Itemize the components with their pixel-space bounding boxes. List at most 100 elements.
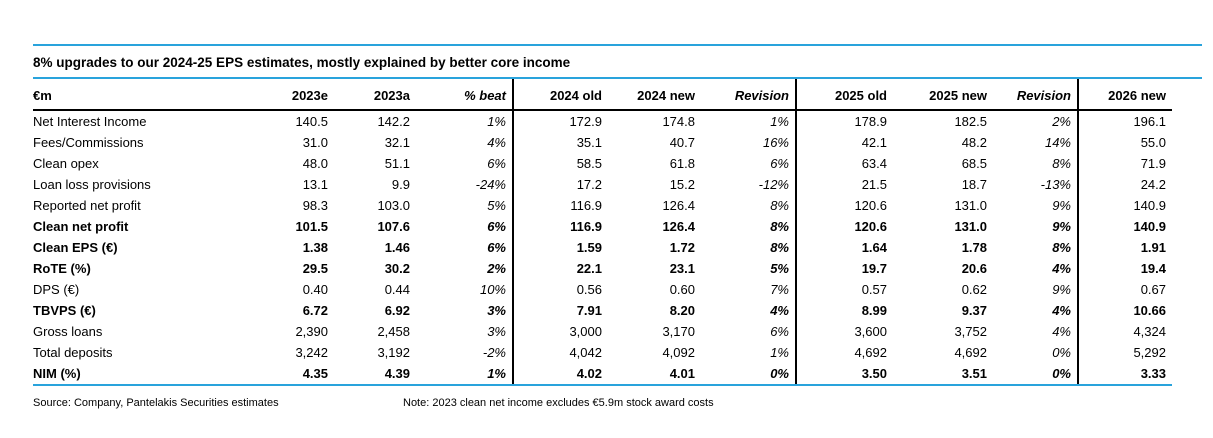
cell-value: 3,600 [795,321,893,342]
cell-value: 20.6 [961,261,987,276]
table-row: Total deposits 3,242 3,192 -2% 4,042 4,092 1% 4… [33,342,1172,363]
table-row: Loan loss provisions 13.1 9.9 -24% 17.2 15.2 -… [33,174,1172,195]
cell-value: 0.40 [302,282,328,297]
column-header: Revision [701,79,796,111]
cell-value: 4,692 [795,342,893,363]
cell-value: 2,390 [295,324,328,339]
cell-value: 68.5 [961,156,987,171]
cell-value: 8% [770,240,789,255]
cell-value: 4,092 [662,345,695,360]
footnotes: Source: Company, Pantelakis Securities e… [33,397,1202,413]
cell-value: 3,192 [377,345,410,360]
row-label: RoTE (%) [33,261,91,276]
cell-value: 8% [770,219,789,234]
cell-value: 3.51 [961,366,987,381]
table-row: Clean EPS (€) 1.38 1.46 6% 1.59 1.72 8% 1.64 1.7… [33,237,1172,258]
cell-value: 126.4 [662,219,695,234]
cell-value: 0% [1052,345,1071,360]
table-row: Clean net profit 101.5 107.6 6% 116.9 126.4 8%… [33,216,1172,237]
table-bottom-rule [33,384,1172,386]
cell-value: 0.67 [1077,279,1172,300]
cell-value: 40.7 [669,135,695,150]
cell-value: 29.5 [302,261,328,276]
cell-value: 116.9 [512,195,608,216]
column-header: 2023a [334,79,416,111]
table-title-band: 8% upgrades to our 2024-25 EPS estimates… [33,44,1202,79]
cell-value: 32.1 [384,135,410,150]
row-label: Clean EPS (€) [33,240,118,255]
cell-value: 1.72 [669,240,695,255]
cell-value: 182.5 [954,114,987,129]
cell-value: 21.5 [795,174,893,195]
cell-value: 4,324 [1077,321,1172,342]
cell-value: 8% [1052,240,1071,255]
cell-value: 30.2 [384,261,410,276]
cell-value: 1.91 [1077,237,1172,258]
cell-value: 8% [1052,156,1071,171]
cell-value: 3.50 [795,363,893,384]
cell-value: 0.56 [512,279,608,300]
cell-value: 9% [1052,198,1071,213]
source-note: Source: Company, Pantelakis Securities e… [33,397,279,409]
cell-value: 6% [487,156,506,171]
cell-value: 58.5 [512,153,608,174]
cell-value: 3,000 [512,321,608,342]
cell-value: 174.8 [662,114,695,129]
column-header: 2024 old [512,79,608,111]
cell-value: 4.01 [669,366,695,381]
cell-value: 140.5 [295,114,328,129]
cell-value: 4% [1052,261,1071,276]
header-row: €m 2023e 2023a% beat 2024 old 2024 new Revisi… [33,79,1172,111]
cell-value: 22.1 [512,258,608,279]
row-label: Clean net profit [33,219,129,234]
cell-value: 3.33 [1077,363,1172,384]
cell-value: 3,242 [295,345,328,360]
cell-value: 16% [762,135,789,150]
row-label: TBVPS (€) [33,303,96,318]
cell-value: 0.44 [384,282,410,297]
cell-value: 6% [770,324,789,339]
cell-value: 14% [1044,135,1071,150]
column-header: 2026 new [1077,79,1172,111]
cell-value: 0.57 [795,279,893,300]
cell-value: 101.5 [295,219,328,234]
cell-value: 6% [487,240,506,255]
table-row: Reported net profit 98.3 103.0 5% 116.9 126.4… [33,195,1172,216]
cell-value: 126.4 [662,198,695,213]
table-row: Gross loans 2,390 2,458 3% 3,000 3,170 6% 3,600… [33,321,1172,342]
cell-value: 17.2 [512,174,608,195]
cell-value: -12% [758,177,789,192]
cell-value: 9.37 [961,303,987,318]
cell-value: 5,292 [1077,342,1172,363]
cell-value: -13% [1040,177,1071,192]
column-header: 2023e [233,79,334,111]
cell-value: 48.0 [302,156,328,171]
cell-value: 1% [770,345,789,360]
methodology-note: Note: 2023 clean net income excludes €5.… [403,397,714,409]
cell-value: 63.4 [795,153,893,174]
column-header: Revision [993,79,1078,111]
table-row: Fees/Commissions 31.0 32.1 4% 35.1 40.7 16% 42.… [33,132,1172,153]
cell-value: 103.0 [377,198,410,213]
table-row: RoTE (%) 29.5 30.2 2% 22.1 23.1 5% 19.7 20.6 4% 19… [33,258,1172,279]
cell-value: 1% [487,114,506,129]
cell-value: 172.9 [512,110,608,132]
cell-value: 0% [770,366,789,381]
cell-value: 0.60 [669,282,695,297]
cell-value: -24% [475,177,506,192]
cell-value: 120.6 [795,216,893,237]
cell-value: 2% [487,261,506,276]
cell-value: 120.6 [795,195,893,216]
column-header: % beat [416,79,513,111]
cell-value: 7.91 [512,300,608,321]
cell-value: 116.9 [512,216,608,237]
cell-value: 4,042 [512,342,608,363]
cell-value: 31.0 [302,135,328,150]
cell-value: 6.92 [384,303,410,318]
column-header: 2024 new [608,79,701,111]
cell-value: 1% [487,366,506,381]
row-label: Fees/Commissions [33,135,144,150]
cell-value: 4.02 [512,363,608,384]
cell-value: 19.4 [1077,258,1172,279]
